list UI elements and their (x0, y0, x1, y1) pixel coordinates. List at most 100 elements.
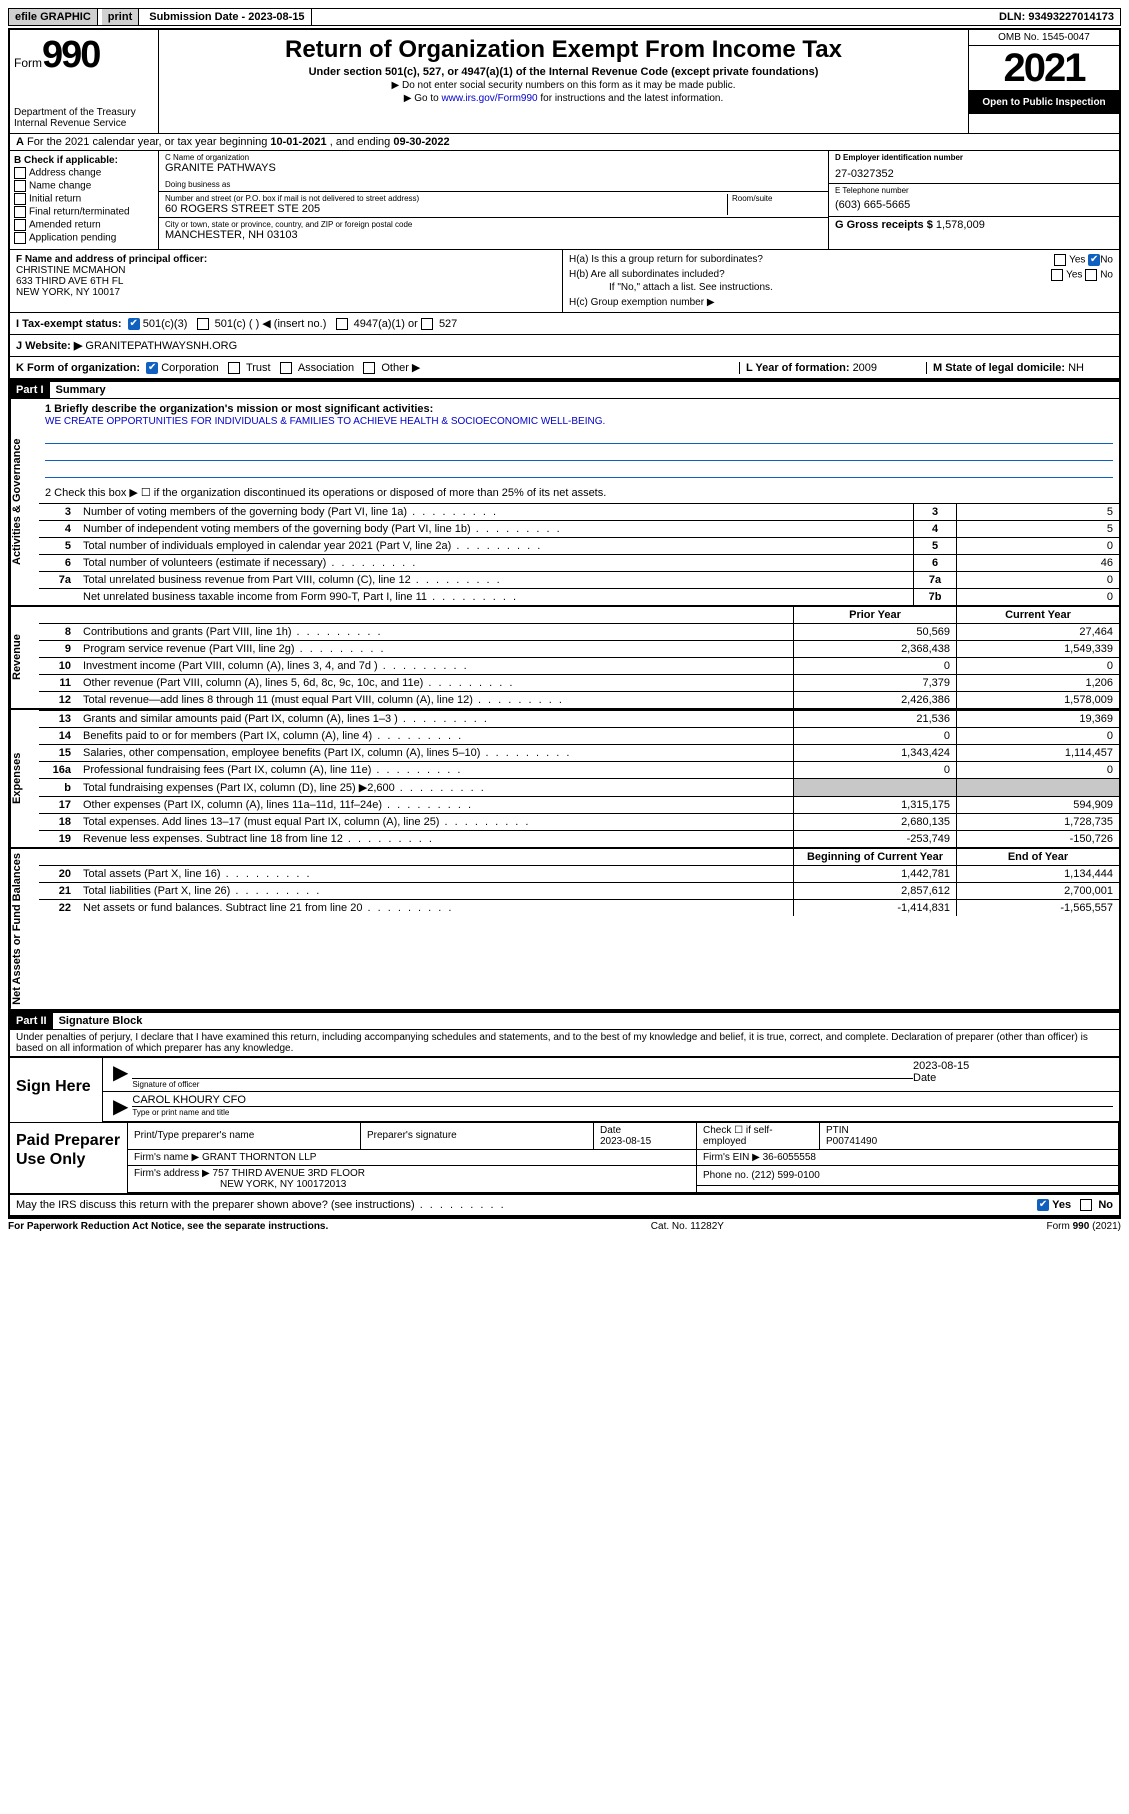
form-container: Form990 Department of the Treasury Inter… (8, 28, 1121, 1219)
page-footer: For Paperwork Reduction Act Notice, see … (8, 1219, 1121, 1234)
q1-mission: 1 Briefly describe the organization's mi… (39, 399, 1119, 482)
q2-checkbox-line: 2 Check this box ▶ ☐ if the organization… (39, 482, 1119, 503)
k-assoc[interactable] (280, 362, 292, 374)
ha-no-checked[interactable]: ✔ (1088, 254, 1100, 266)
table-row: 13 Grants and similar amounts paid (Part… (39, 711, 1119, 728)
i-501c[interactable] (197, 318, 209, 330)
ha-yes[interactable] (1054, 254, 1066, 266)
box-f-officer: F Name and address of principal officer:… (10, 250, 563, 312)
box-b-checkboxes: B Check if applicable: Address change Na… (10, 151, 159, 249)
prep-name-hdr: Print/Type preparer's name (128, 1123, 361, 1150)
row-m-state: M State of legal domicile: NH (926, 362, 1113, 374)
vlabel-revenue: Revenue (10, 607, 39, 708)
row-k-formorg: K Form of organization: ✔ Corporation Tr… (16, 361, 739, 374)
ag-row: 3 Number of voting members of the govern… (39, 504, 1119, 521)
officer-name: CHRISTINE MCMAHON (16, 265, 125, 276)
arrow-icon: ▶ (109, 1060, 132, 1089)
ag-row: 6 Total number of volunteers (estimate i… (39, 555, 1119, 572)
vlabel-expenses: Expenses (10, 710, 39, 847)
row-l-year: L Year of formation: 2009 (739, 362, 926, 374)
prep-sig-hdr: Preparer's signature (361, 1123, 594, 1150)
cb-address-change[interactable]: Address change (14, 167, 154, 179)
signature-field[interactable]: Signature of officer (132, 1060, 913, 1089)
table-row: 15 Salaries, other compensation, employe… (39, 745, 1119, 762)
table-row: 14 Benefits paid to or for members (Part… (39, 728, 1119, 745)
exp-table: 13 Grants and similar amounts paid (Part… (39, 710, 1119, 847)
box-city: City or town, state or province, country… (159, 218, 828, 243)
arrow-icon: ▶ (109, 1094, 132, 1119)
cb-final-return[interactable]: Final return/terminated (14, 206, 154, 218)
box-address: Number and street (or P.O. box if mail i… (159, 192, 828, 218)
firm-address: Firm's address ▶ 757 THIRD AVENUE 3RD FL… (128, 1165, 697, 1192)
website-value: GRANITEPATHWAYSNH.ORG (85, 340, 237, 352)
i-527[interactable] (421, 318, 433, 330)
box-b-header: B Check if applicable: (14, 155, 154, 166)
k-trust[interactable] (228, 362, 240, 374)
ssn-warning: ▶ Do not enter social security numbers o… (167, 80, 960, 91)
ein-value: 27-0327352 (835, 168, 1113, 180)
table-row: 12 Total revenue—add lines 8 through 11 … (39, 692, 1119, 709)
ag-row: Net unrelated business taxable income fr… (39, 589, 1119, 606)
irs-link[interactable]: www.irs.gov/Form990 (441, 93, 537, 104)
prep-selfemp[interactable]: Check ☐ if self-employed (697, 1123, 820, 1150)
cb-name-change[interactable]: Name change (14, 180, 154, 192)
table-row: b Total fundraising expenses (Part IX, c… (39, 779, 1119, 797)
form-title-box: Return of Organization Exempt From Incom… (159, 30, 968, 133)
table-row: 11 Other revenue (Part VIII, column (A),… (39, 675, 1119, 692)
nab-table: Beginning of Current Year End of Year20 … (39, 849, 1119, 916)
firm-ein: Firm's EIN ▶ 36-6055558 (697, 1149, 1119, 1165)
org-street: 60 ROGERS STREET STE 205 (165, 203, 727, 215)
cb-initial-return[interactable]: Initial return (14, 193, 154, 205)
rev-table: Prior Year Current Year8 Contributions a… (39, 607, 1119, 708)
ag-row: 7a Total unrelated business revenue from… (39, 572, 1119, 589)
table-row: 9 Program service revenue (Part VIII, li… (39, 641, 1119, 658)
hc-group-exemption: H(c) Group exemption number ▶ (569, 297, 1113, 308)
submission-date-label: Submission Date - 2023-08-15 (143, 9, 311, 25)
discuss-no[interactable] (1080, 1199, 1092, 1211)
preparer-table: Print/Type preparer's name Preparer's si… (128, 1123, 1119, 1193)
hb-yes[interactable] (1051, 269, 1063, 281)
print-button[interactable]: print (102, 9, 139, 25)
paid-preparer-label: Paid Preparer Use Only (10, 1123, 128, 1193)
box-h: H(a) Is this a group return for subordin… (563, 250, 1119, 312)
typed-name-field: CAROL KHOURY CFO Type or print name and … (132, 1094, 1113, 1119)
table-row: 20 Total assets (Part X, line 16) 1,442,… (39, 866, 1119, 883)
hb-no[interactable] (1085, 269, 1097, 281)
cb-amended-return[interactable]: Amended return (14, 219, 154, 231)
officer-addr1: 633 THIRD AVE 6TH FL (16, 276, 123, 287)
firm-phone: Phone no. (212) 599-0100 (697, 1165, 1119, 1186)
org-name: GRANITE PATHWAYS (165, 162, 822, 174)
sign-here-label: Sign Here (10, 1058, 103, 1122)
box-g-gross: G Gross receipts $ 1,578,009 (829, 217, 1119, 249)
table-row: 18 Total expenses. Add lines 13–17 (must… (39, 814, 1119, 831)
i-501c3-checked[interactable]: ✔ (128, 318, 140, 330)
discuss-yes-checked[interactable]: ✔ (1037, 1199, 1049, 1211)
form-footer: Form 990 (2021) (1047, 1221, 1121, 1232)
phone-value: (603) 665-5665 (835, 199, 1113, 211)
table-row: 17 Other expenses (Part IX, column (A), … (39, 797, 1119, 814)
prep-date: Date2023-08-15 (594, 1123, 697, 1150)
table-row: 16a Professional fundraising fees (Part … (39, 762, 1119, 779)
efile-graphic-label: efile GRAPHIC (9, 9, 98, 25)
ag-row: 5 Total number of individuals employed i… (39, 538, 1119, 555)
table-row: 8 Contributions and grants (Part VIII, l… (39, 624, 1119, 641)
vlabel-netassets: Net Assets or Fund Balances (10, 849, 39, 1009)
form-id-box: Form990 Department of the Treasury Inter… (10, 30, 159, 133)
k-corp-checked[interactable]: ✔ (146, 362, 158, 374)
dln-label: DLN: 93493227014173 (993, 9, 1120, 25)
declaration-text: Under penalties of perjury, I declare th… (10, 1030, 1119, 1056)
goto-line: ▶ Go to www.irs.gov/Form990 for instruct… (167, 93, 960, 104)
i-4947[interactable] (336, 318, 348, 330)
row-a-taxyear: A For the 2021 calendar year, or tax yea… (10, 134, 1119, 151)
table-row: 22 Net assets or fund balances. Subtract… (39, 900, 1119, 917)
org-city: MANCHESTER, NH 03103 (165, 229, 822, 241)
k-other[interactable] (363, 362, 375, 374)
table-row: 19 Revenue less expenses. Subtract line … (39, 831, 1119, 848)
form-subtitle: Under section 501(c), 527, or 4947(a)(1)… (167, 66, 960, 78)
omb-number: OMB No. 1545-0047 (969, 30, 1119, 46)
gross-receipts-value: 1,578,009 (936, 219, 985, 231)
cb-application-pending[interactable]: Application pending (14, 232, 154, 244)
dept-label: Department of the Treasury Internal Reve… (14, 107, 154, 129)
tax-year: 2021 (969, 46, 1119, 91)
pra-notice: For Paperwork Reduction Act Notice, see … (8, 1221, 328, 1232)
